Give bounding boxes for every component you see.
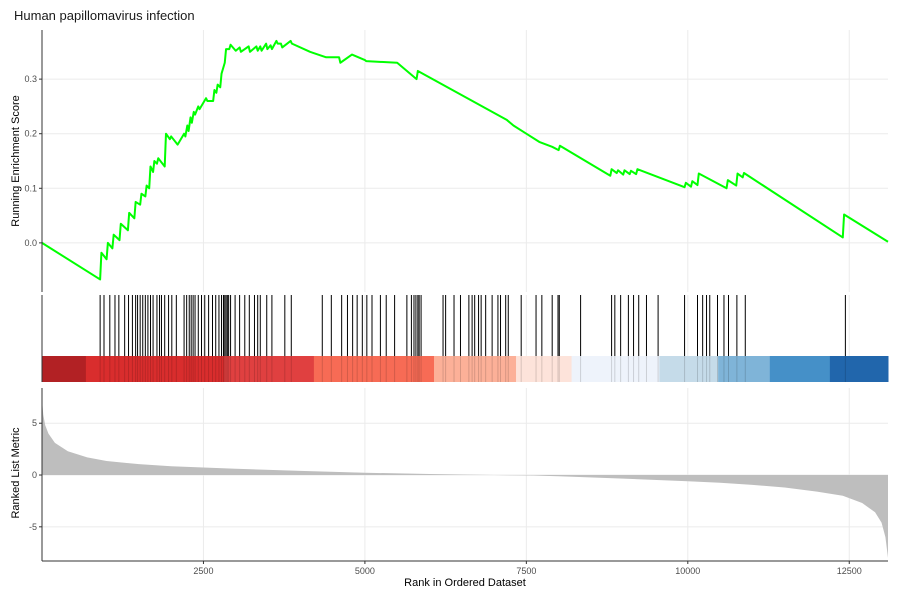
color-bar-segment bbox=[224, 356, 315, 382]
x-tick-label: 5000 bbox=[355, 566, 375, 576]
y-tick-label: 0.2 bbox=[24, 129, 37, 139]
chart-title: Human papillomavirus infection bbox=[14, 8, 195, 23]
x-axis-title: Rank in Ordered Dataset bbox=[404, 577, 526, 589]
x-tick-label: 10000 bbox=[675, 566, 700, 576]
y-tick-label: 0.1 bbox=[24, 183, 37, 193]
color-bar-segment bbox=[769, 356, 831, 382]
y-tick-label: -5 bbox=[29, 522, 37, 532]
enrichment-panel: 0.0 0.1 0.2 0.3 Running Enrichment Score bbox=[10, 30, 889, 292]
ranked-metric-y-axis-title: Ranked List Metric bbox=[10, 427, 22, 519]
ranked-metric-panel: -5 0 5 2500 5000 7500 10000 12500 Ranked List … bbox=[10, 388, 888, 589]
color-bar-segment bbox=[718, 356, 771, 382]
hits-panel bbox=[41, 295, 889, 382]
color-bar-segment bbox=[85, 356, 225, 382]
x-axis-ticks: 2500 5000 7500 10000 12500 bbox=[193, 561, 862, 576]
hit-lines bbox=[99, 295, 846, 356]
x-tick-label: 12500 bbox=[837, 566, 862, 576]
rank-color-bar bbox=[42, 356, 889, 382]
y-tick-label: 5 bbox=[32, 418, 37, 428]
color-bar-segment bbox=[571, 356, 660, 382]
x-tick-label: 2500 bbox=[193, 566, 213, 576]
y-tick-label: 0.0 bbox=[24, 238, 37, 248]
enrichment-y-ticks: 0.0 0.1 0.2 0.3 bbox=[24, 74, 42, 248]
x-tick-label: 7500 bbox=[516, 566, 536, 576]
enrichment-grid bbox=[42, 30, 888, 292]
color-bar-segment bbox=[829, 356, 889, 382]
enrichment-score-line bbox=[41, 39, 889, 281]
ranked-metric-area bbox=[42, 399, 888, 558]
y-tick-label: 0 bbox=[32, 470, 37, 480]
color-bar-segment bbox=[434, 356, 517, 382]
ranked-metric-y-ticks: -5 0 5 bbox=[29, 418, 42, 532]
color-bar-segment bbox=[42, 356, 87, 382]
enrichment-y-axis-title: Running Enrichment Score bbox=[10, 95, 22, 226]
y-tick-label: 0.3 bbox=[24, 74, 37, 84]
color-bar-segment bbox=[313, 356, 435, 382]
color-bar-segment bbox=[516, 356, 573, 382]
color-bar-segment bbox=[659, 356, 719, 382]
